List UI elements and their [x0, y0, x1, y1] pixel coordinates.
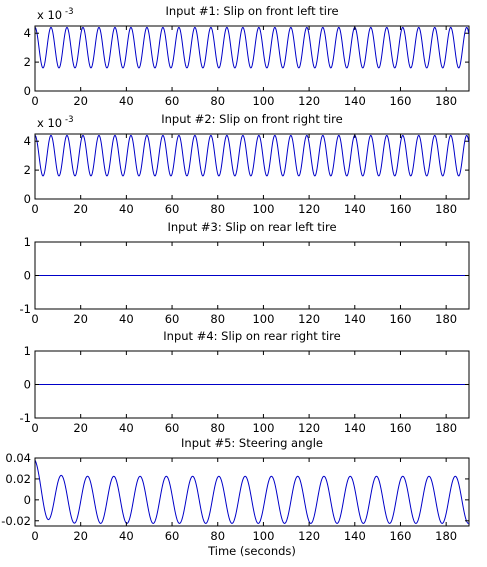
x-tick-label: 180 [435, 529, 457, 543]
x-tick-label: 60 [165, 529, 180, 543]
x-tick-label: 40 [119, 94, 134, 108]
x-tick-label: 0 [31, 529, 38, 543]
y-tick-label: 2 [24, 55, 31, 69]
y-exponent-power: -3 [65, 115, 73, 125]
x-tick-label: 100 [252, 421, 274, 435]
x-tick-label: 0 [31, 312, 38, 326]
y-tick-label: 4 [24, 26, 31, 40]
subplot-title: Input #4: Slip on rear right tire [163, 329, 340, 343]
x-tick-label: 160 [389, 421, 411, 435]
x-tick-label: 80 [210, 94, 225, 108]
x-tick-label: 120 [298, 312, 320, 326]
x-tick-label: 60 [165, 94, 180, 108]
x-tick-label: 40 [119, 312, 134, 326]
x-axis-label: Time (seconds) [207, 544, 296, 558]
x-tick-label: 20 [73, 202, 88, 216]
x-tick-label: 60 [165, 202, 180, 216]
x-tick-label: 180 [435, 94, 457, 108]
x-tick-label: 140 [344, 421, 366, 435]
x-tick-label: 160 [389, 94, 411, 108]
y-tick-label: 2 [24, 163, 31, 177]
axes-frame [34, 457, 470, 527]
subplot-title: Input #3: Slip on rear left tire [167, 220, 336, 234]
x-tick-label: 180 [435, 421, 457, 435]
subplot-title: Input #5: Steering angle [181, 436, 323, 450]
x-tick-label: 0 [31, 202, 38, 216]
x-tick-label: 20 [73, 94, 88, 108]
x-tick-label: 40 [119, 421, 134, 435]
x-tick-label: 120 [298, 529, 320, 543]
subplot-title: Input #1: Slip on front left tire [165, 4, 338, 18]
axes-frame [34, 133, 470, 200]
y-tick-label: 0.04 [5, 451, 31, 465]
y-tick-label: 1 [24, 235, 31, 249]
x-tick-label: 60 [165, 312, 180, 326]
x-tick-label: 100 [252, 94, 274, 108]
x-tick-label: 40 [119, 529, 134, 543]
x-tick-label: 0 [31, 421, 38, 435]
x-tick-label: 100 [252, 312, 274, 326]
x-tick-label: 20 [73, 312, 88, 326]
axes-frame [34, 25, 470, 92]
y-tick-label: 4 [24, 134, 31, 148]
x-tick-label: 80 [210, 529, 225, 543]
y-exponent-power: -3 [65, 7, 73, 17]
x-tick-label: 160 [389, 312, 411, 326]
x-tick-label: 140 [344, 312, 366, 326]
series-line-1 [35, 134, 469, 177]
x-tick-label: 20 [73, 529, 88, 543]
y-tick-label: 0 [24, 378, 31, 392]
x-tick-label: 100 [252, 529, 274, 543]
x-tick-label: 100 [252, 202, 274, 216]
x-tick-label: 120 [298, 421, 320, 435]
y-tick-label: 0.02 [5, 472, 31, 486]
y-exponent-label: x 10 [37, 116, 62, 130]
x-tick-label: 140 [344, 94, 366, 108]
y-tick-label: -0.02 [1, 514, 31, 528]
subplot-1: 0 20 40 60 80 100 120 140 160 180 0 2 4 x 10 -3 Input #… [24, 4, 470, 108]
x-tick-label: 180 [435, 312, 457, 326]
subplot-title: Input #2: Slip on front right tire [161, 112, 342, 126]
y-tick-label: 0 [24, 84, 31, 98]
x-tick-label: 60 [165, 421, 180, 435]
y-tick-label: 0 [24, 493, 31, 507]
x-tick-label: 80 [210, 202, 225, 216]
x-tick-label: 140 [344, 529, 366, 543]
x-tick-label: 0 [31, 94, 38, 108]
y-tick-label: 1 [24, 344, 31, 358]
x-tick-label: 40 [119, 202, 134, 216]
series-line-1 [35, 459, 469, 524]
x-tick-label: 80 [210, 421, 225, 435]
x-tick-label: 80 [210, 312, 225, 326]
x-tick-label: 180 [435, 202, 457, 216]
x-tick-label: 120 [298, 94, 320, 108]
y-tick-label: 0 [24, 269, 31, 283]
x-tick-label: 140 [344, 202, 366, 216]
x-tick-label: 20 [73, 421, 88, 435]
x-tick-label: 160 [389, 529, 411, 543]
subplot-5: 0 20 40 60 80 100 120 140 160 180-0.0200.020.04In… [1, 436, 470, 558]
x-tick-label: 160 [389, 202, 411, 216]
y-tick-label: -1 [20, 411, 31, 425]
x-tick-label: 120 [298, 202, 320, 216]
y-exponent-label: x 10 [37, 8, 62, 22]
y-tick-label: -1 [20, 302, 31, 316]
series-line-1 [35, 26, 469, 69]
subplot-2: 0 20 40 60 80 100 120 140 160 180 0 2 4 x 10 -3 Input #… [24, 112, 470, 216]
y-tick-label: 0 [24, 192, 31, 206]
